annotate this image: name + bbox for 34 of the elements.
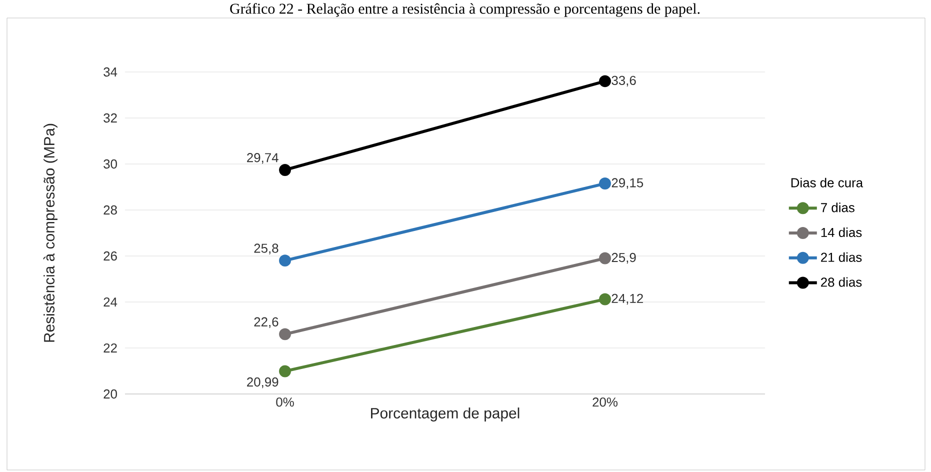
chart-title: Gráfico 22 - Relação entre a resistência à compressão e porcentagens de papel.	[230, 3, 700, 17]
point	[279, 164, 291, 176]
point	[599, 75, 611, 88]
y-tick-label: 24	[104, 297, 118, 307]
legend-label: 21 dias	[821, 252, 862, 262]
data-label: 25,8	[254, 244, 278, 254]
point	[279, 328, 291, 340]
point	[279, 254, 291, 267]
x-tick-label: 0%	[276, 398, 294, 407]
y-tick-label: 28	[104, 205, 117, 215]
data-label: 22,6	[254, 317, 278, 328]
legend-label: 7 dias	[821, 202, 854, 212]
x-tick-label: 20%	[592, 398, 618, 407]
data-label: 24,12	[612, 294, 643, 305]
point	[599, 293, 611, 306]
point	[279, 365, 291, 378]
x-axis-title: Porcentagem de papel	[371, 408, 520, 422]
y-tick-label: 26	[104, 251, 117, 261]
data-label: 29,74	[247, 153, 278, 164]
data-label: 33,6	[612, 76, 636, 87]
y-tick-label: 32	[104, 113, 117, 123]
legend-title: Dias de cura	[791, 178, 864, 188]
data-label: 25,9	[612, 252, 636, 264]
point	[599, 178, 611, 190]
legend-label: 14 dias	[821, 228, 862, 238]
y-axis-title: Resistência à compressão (MPa)	[43, 124, 58, 342]
data-label: 20,99	[247, 377, 278, 388]
legend-label: 28 dias	[821, 277, 862, 287]
y-tick-label: 20	[104, 389, 117, 399]
y-tick-label: 30	[104, 159, 117, 169]
data-label: 29,15	[612, 178, 644, 189]
point	[599, 252, 611, 264]
y-tick-label: 22	[104, 343, 117, 353]
y-tick-label: 34	[104, 67, 118, 77]
